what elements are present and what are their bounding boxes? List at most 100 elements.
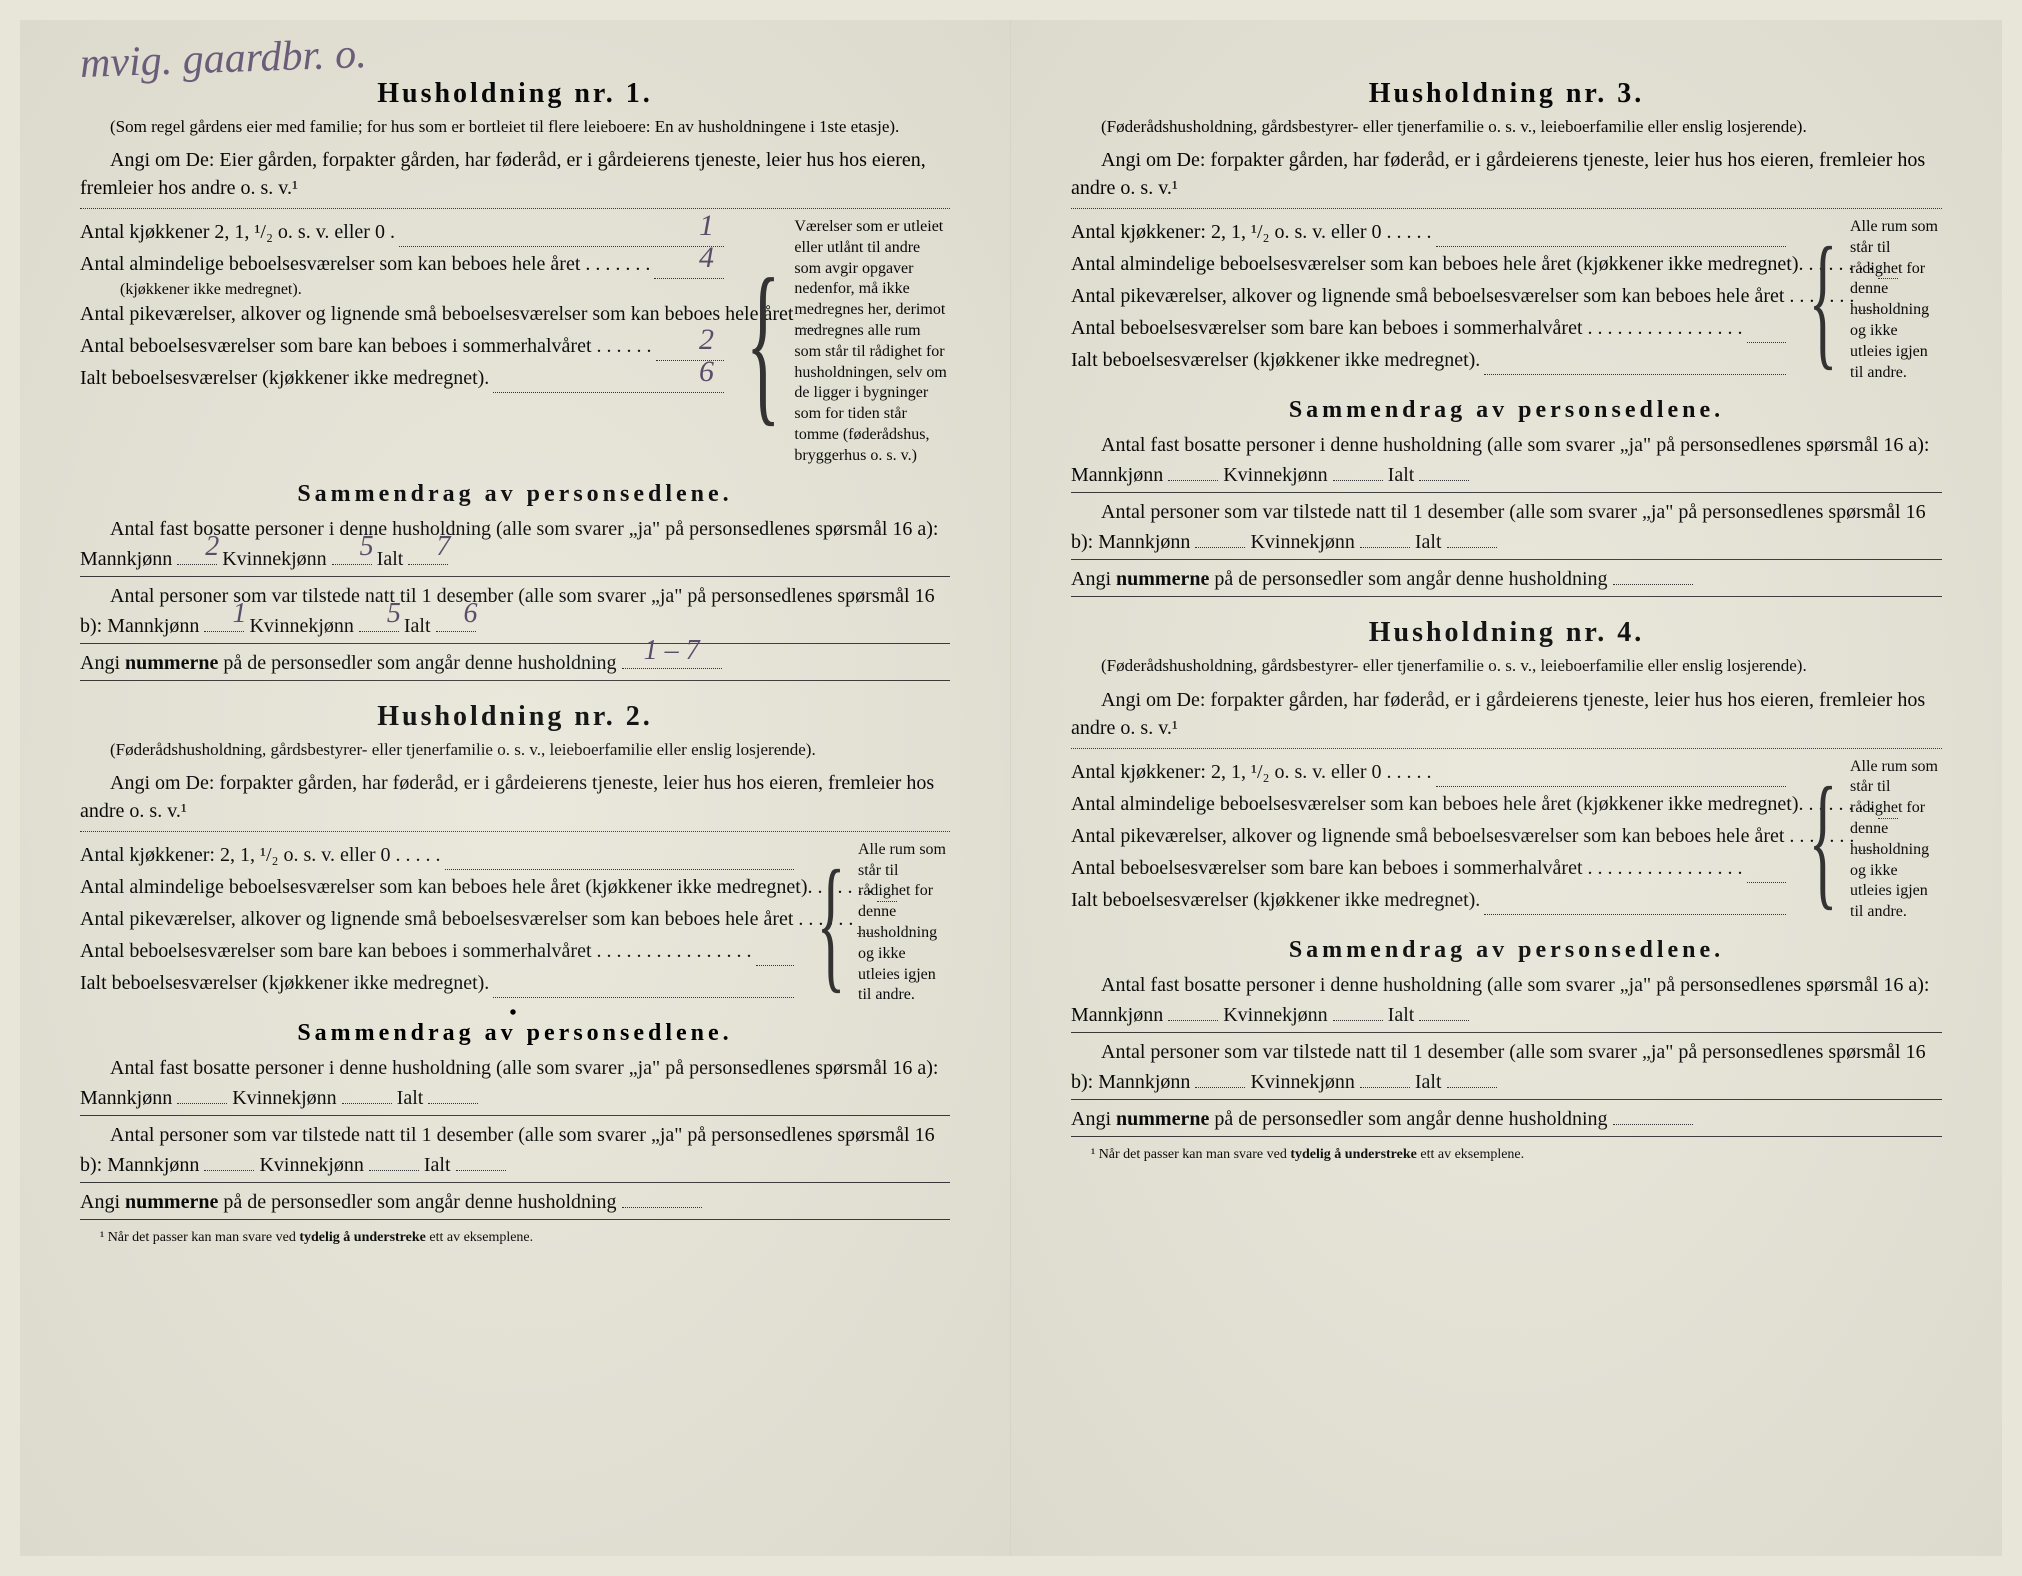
numbers-line-2: Angi nummerne på de personsedler som ang… (80, 1187, 950, 1220)
16a-total-field-3[interactable] (1419, 480, 1469, 481)
footnote-right: ¹ Når det passer kan man svare ved tydel… (1071, 1147, 1942, 1163)
summer-field-4[interactable] (1747, 882, 1786, 883)
16b-male-field-3[interactable] (1195, 547, 1245, 548)
16b-total-field-3[interactable] (1447, 547, 1497, 548)
total-field[interactable]: 6 (493, 392, 724, 393)
16a-total-field[interactable]: 7 (408, 564, 448, 565)
household-1: Husholdning nr. 1. (Som regel gårdens ei… (80, 78, 950, 681)
numbers-field-4[interactable] (1613, 1124, 1693, 1125)
brace-icon-2: { (817, 840, 846, 1006)
rooms-label: Antal almindelige beboelsesværelser som … (80, 249, 650, 279)
household-2-subtitle: (Føderådshusholdning, gårdsbestyrer- ell… (80, 739, 950, 761)
rooms-sublabel: (kjøkkener ikke medregnet). (120, 281, 728, 299)
rooms-field[interactable]: 4 (654, 278, 724, 279)
kitchens-field[interactable]: 1 (399, 246, 724, 247)
rooms-label-3: Antal almindelige beboelsesværelser som … (1071, 249, 1874, 279)
household-2: Husholdning nr. 2. (Føderådshusholdning,… (80, 701, 950, 1220)
summary-16b-line-3: Antal personer som var tilstede natt til… (1071, 497, 1942, 560)
16b-total-field[interactable]: 6 (436, 631, 476, 632)
maid-label-3: Antal pikeværelser, alkover og lignende … (1071, 281, 1854, 311)
16b-male-field-2[interactable] (204, 1170, 254, 1171)
kitchens-field-2[interactable] (445, 869, 795, 870)
total-field-4[interactable] (1484, 914, 1786, 915)
numbers-field-2[interactable] (622, 1207, 702, 1208)
household-4-title: Husholdning nr. 4. (1071, 617, 1942, 649)
16b-male-field[interactable]: 1 (204, 631, 244, 632)
16a-female-field-2[interactable] (342, 1103, 392, 1104)
kitchens-field-4[interactable] (1436, 786, 1787, 787)
summary-title-3: Sammendrag av personsedlene. (1071, 397, 1942, 424)
side-note-2: Alle rum som står til rådighet for denne… (858, 840, 950, 1006)
total-label-2: Ialt beboelsesværelser (kjøkkener ikke m… (80, 968, 489, 998)
16a-female-field-3[interactable] (1333, 480, 1383, 481)
16a-male-field[interactable]: 2 (177, 564, 217, 565)
summer-field-2[interactable] (756, 965, 794, 966)
summary-16a-line-3: Antal fast bosatte personer i denne hush… (1071, 430, 1942, 493)
16a-total-field-2[interactable] (428, 1103, 478, 1104)
household-1-instruction: Angi om De: Eier gården, forpakter gårde… (80, 146, 950, 202)
rooms-field-3[interactable] (1878, 278, 1898, 279)
household-3-subtitle: (Føderådshusholdning, gårdsbestyrer- ell… (1071, 116, 1942, 138)
rooms-field-2[interactable] (877, 901, 897, 902)
16b-total-field-4[interactable] (1447, 1087, 1497, 1088)
kitchens-label: Antal kjøkkener 2, 1, ¹/₂ o. s. v. eller… (80, 217, 395, 247)
16a-male-field-4[interactable] (1168, 1020, 1218, 1021)
maid-label-2: Antal pikeværelser, alkover og lignende … (80, 904, 853, 934)
16b-female-field-2[interactable] (369, 1170, 419, 1171)
summary-16a-line-4: Antal fast bosatte personer i denne hush… (1071, 970, 1942, 1033)
numbers-field-3[interactable] (1613, 584, 1693, 585)
summer-field-3[interactable] (1747, 342, 1786, 343)
numbers-field[interactable]: 1 – 7 (622, 668, 722, 669)
instruction-fill-line-3[interactable] (1071, 206, 1942, 209)
16b-total-field-2[interactable] (456, 1170, 506, 1171)
footnote-left: ¹ Når det passer kan man svare ved tydel… (80, 1230, 950, 1246)
maid-field-2[interactable] (857, 933, 877, 934)
household-3: Husholdning nr. 3. (Føderådshusholdning,… (1071, 78, 1942, 597)
numbers-line-3: Angi nummerne på de personsedler som ang… (1071, 564, 1942, 597)
instruction-fill-line[interactable] (80, 206, 950, 209)
16a-female-field[interactable]: 5 (332, 564, 372, 565)
side-note-3: Alle rum som står til rådighet for denne… (1850, 217, 1942, 383)
summary-16a-line: Antal fast bosatte personer i denne hush… (80, 514, 950, 577)
total-label: Ialt beboelsesværelser (kjøkkener ikke m… (80, 363, 489, 393)
household-2-title: Husholdning nr. 2. (80, 701, 950, 733)
16b-female-field[interactable]: 5 (359, 631, 399, 632)
summary-title-1: Sammendrag av personsedlene. (80, 481, 950, 508)
numbers-line-4: Angi nummerne på de personsedler som ang… (1071, 1104, 1942, 1137)
household-2-instruction: Angi om De: forpakter gården, har føderå… (80, 769, 950, 825)
summary-title-2: Sammendrag av personsedlene. (80, 1020, 950, 1047)
household-3-instruction: Angi om De: forpakter gården, har føderå… (1071, 146, 1942, 202)
16a-male-field-2[interactable] (177, 1103, 227, 1104)
numbers-line-1: Angi nummerne på de personsedler som ang… (80, 648, 950, 681)
16a-male-field-3[interactable] (1168, 480, 1218, 481)
summer-label-3: Antal beboelsesværelser som bare kan beb… (1071, 313, 1743, 343)
16b-female-field-3[interactable] (1360, 547, 1410, 548)
total-field-2[interactable] (493, 997, 794, 998)
rooms-field-4[interactable] (1878, 818, 1898, 819)
household-4-instruction: Angi om De: forpakter gården, har føderå… (1071, 686, 1942, 742)
rooms-value: 4 (699, 235, 714, 280)
household-3-title: Husholdning nr. 3. (1071, 78, 1942, 110)
maid-label-4: Antal pikeværelser, alkover og lignende … (1071, 821, 1854, 851)
instruction-fill-line-4[interactable] (1071, 746, 1942, 749)
maid-field[interactable] (797, 328, 817, 329)
summer-label-4: Antal beboelsesværelser som bare kan beb… (1071, 853, 1743, 883)
summer-label: Antal beboelsesværelser som bare kan beb… (80, 331, 652, 361)
household-4-subtitle: (Føderådshusholdning, gårdsbestyrer- ell… (1071, 655, 1942, 677)
16b-female-field-4[interactable] (1360, 1087, 1410, 1088)
16a-female-field-4[interactable] (1333, 1020, 1383, 1021)
kitchens-field-3[interactable] (1436, 246, 1787, 247)
total-label-4: Ialt beboelsesværelser (kjøkkener ikke m… (1071, 885, 1480, 915)
summary-title-4: Sammendrag av personsedlene. (1071, 937, 1942, 964)
rooms-label-2: Antal almindelige beboelsesværelser som … (80, 872, 873, 902)
16a-total-field-4[interactable] (1419, 1020, 1469, 1021)
maid-field-4[interactable] (1858, 850, 1878, 851)
brace-icon-3: { (1809, 217, 1838, 383)
total-field-3[interactable] (1484, 374, 1786, 375)
16b-male-field-4[interactable] (1195, 1087, 1245, 1088)
left-page: mvig. gaardbr. o. Husholdning nr. 1. (So… (20, 20, 1011, 1556)
side-note-1: Værelser som er utleiet eller utlånt til… (794, 217, 950, 467)
maid-label: Antal pikeværelser, alkover og lignende … (80, 299, 793, 329)
instruction-fill-line-2[interactable] (80, 829, 950, 832)
maid-field-3[interactable] (1858, 310, 1878, 311)
